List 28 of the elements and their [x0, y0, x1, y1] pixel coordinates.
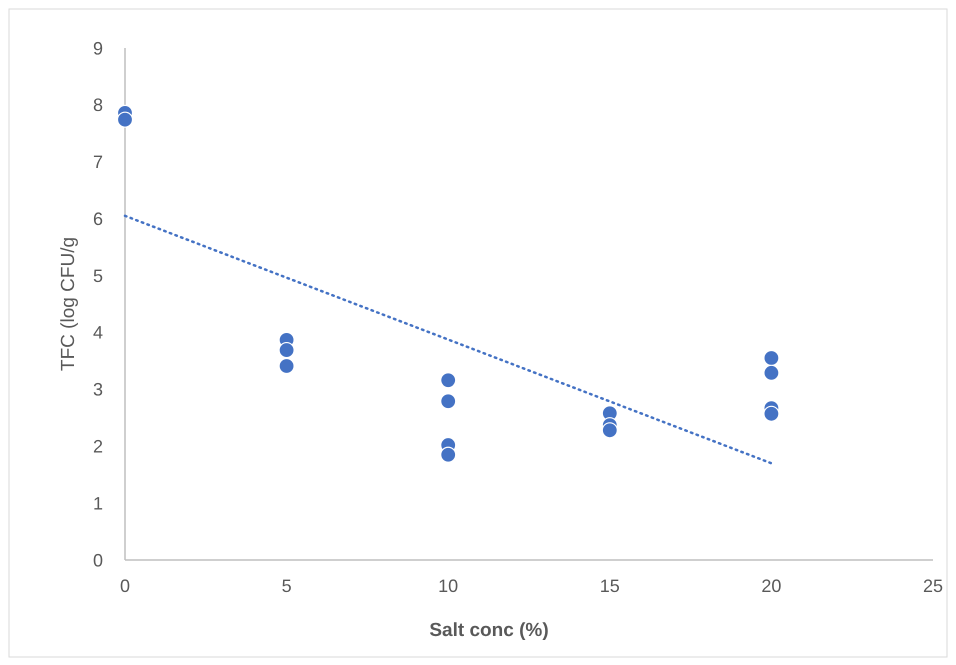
point — [116, 112, 134, 128]
y-tick-label: 5 — [92, 266, 103, 286]
y-axis-title: TFC (log CFU/g — [58, 236, 79, 372]
y-tick-label: 1 — [92, 493, 103, 514]
point — [763, 364, 780, 381]
y-tick-label: 8 — [92, 95, 103, 116]
x-tick-label: 20 — [761, 576, 782, 596]
y-tick-label: 0 — [92, 550, 103, 570]
x-axis-title: Salt conc (%) — [429, 620, 549, 641]
point — [763, 406, 780, 422]
y-tick-label: 3 — [92, 380, 103, 400]
x-tick-label: 5 — [282, 576, 292, 596]
y-tick-label: 4 — [92, 322, 103, 343]
point — [602, 422, 618, 438]
point — [440, 393, 456, 410]
y-tick-label: 2 — [92, 436, 103, 457]
point — [278, 358, 295, 374]
point — [440, 372, 456, 388]
x-tick-label: 25 — [922, 576, 944, 596]
point — [440, 446, 456, 463]
x-tick-label: 10 — [438, 576, 458, 596]
point — [763, 350, 780, 366]
y-tick-label: 9 — [92, 38, 103, 58]
x-tick-label: 0 — [120, 576, 130, 596]
x-tick-label: 15 — [600, 576, 620, 596]
y-tick-label: 7 — [92, 152, 103, 172]
point — [278, 342, 295, 358]
y-tick-label: 6 — [92, 208, 103, 229]
